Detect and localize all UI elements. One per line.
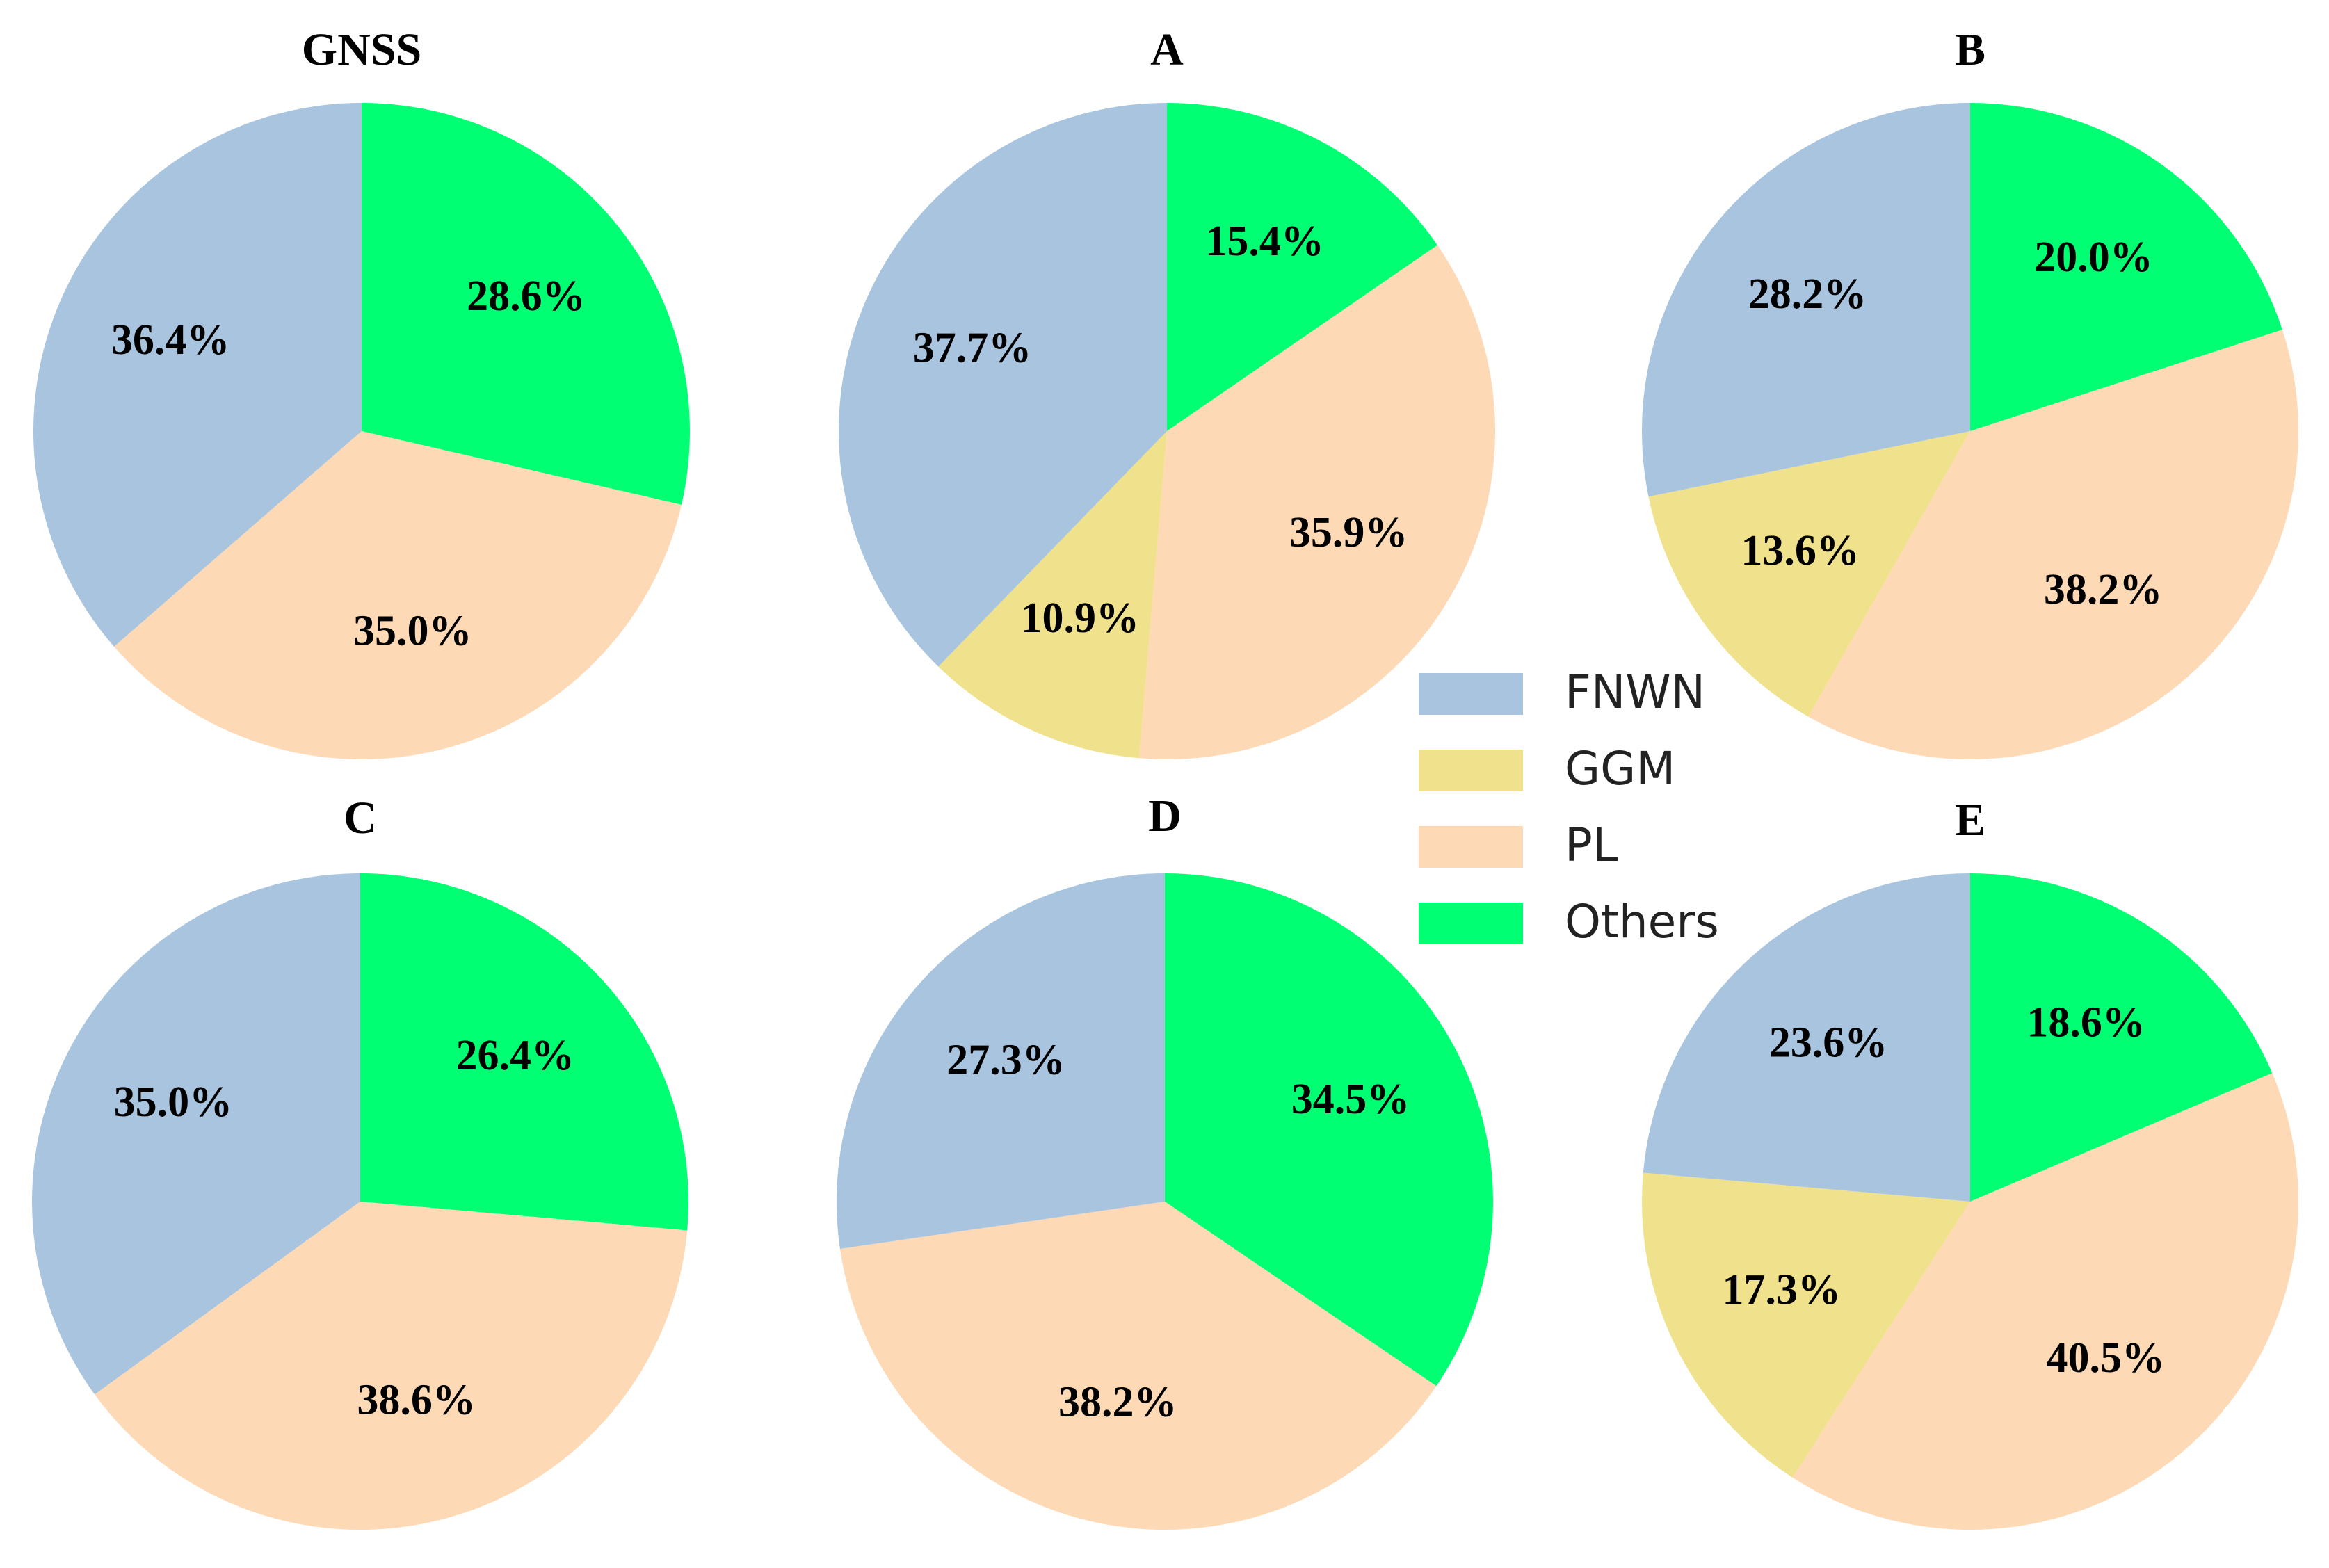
slice-a-pl <box>1138 245 1496 759</box>
slice-label-a-pl: 35.9% <box>1289 509 1408 556</box>
slice-label-e-fnwn: 23.6% <box>1769 1019 1888 1066</box>
slice-label-b-ggm: 13.6% <box>1741 527 1860 574</box>
slice-e-fnwn <box>1643 873 1970 1202</box>
legend-label-ggm: GGM <box>1565 742 1675 795</box>
pie-a: 15.4% 35.9% 10.9% 37.7% A <box>838 24 1496 759</box>
slice-label-b-fnwn: 28.2% <box>1748 270 1867 318</box>
slice-label-gnss-pl: 35.0% <box>353 607 472 654</box>
legend-swatch-others <box>1419 903 1523 944</box>
pie-title-e: E <box>1955 795 1985 846</box>
pie-d: 34.5% 38.2% 27.3% D <box>837 791 1494 1530</box>
pie-title-c: C <box>344 793 377 843</box>
slice-b-fnwn <box>1641 103 1970 497</box>
pie-gnss: 28.6% 35.0% 36.4% GNSS <box>33 24 690 759</box>
slice-b-others <box>1970 103 2282 431</box>
slice-label-c-others: 26.4% <box>456 1032 575 1079</box>
slice-label-c-fnwn: 35.0% <box>114 1078 233 1126</box>
legend-swatch-pl <box>1419 826 1523 868</box>
slice-label-e-pl: 40.5% <box>2046 1334 2165 1382</box>
slice-label-e-others: 18.6% <box>2026 999 2145 1046</box>
slice-b-pl <box>1808 330 2298 759</box>
slice-label-d-fnwn: 27.3% <box>946 1037 1065 1084</box>
slice-d-others <box>1165 873 1494 1387</box>
slice-a-ggm <box>938 431 1167 759</box>
slice-gnss-pl <box>113 431 682 759</box>
slice-label-c-pl: 38.6% <box>357 1376 476 1423</box>
legend-label-pl: PL <box>1565 818 1618 872</box>
pie-b: 20.0% 38.2% 13.6% 28.2% B <box>1641 24 2298 759</box>
slice-gnss-fnwn <box>33 103 362 647</box>
slice-label-gnss-others: 28.6% <box>467 273 586 320</box>
pie-c: 26.4% 38.6% 35.0% C <box>31 793 688 1530</box>
pie-e: 18.6% 40.5% 17.3% 23.6% E <box>1642 795 2298 1530</box>
slice-label-d-others: 34.5% <box>1291 1076 1410 1123</box>
legend-label-fnwn: FNWN <box>1565 665 1705 719</box>
legend-swatch-fnwn <box>1419 673 1523 715</box>
slice-d-pl <box>839 1202 1437 1530</box>
slice-label-a-others: 15.4% <box>1205 218 1324 265</box>
slice-label-b-pl: 38.2% <box>2044 566 2163 613</box>
slice-c-fnwn <box>31 873 360 1395</box>
slice-a-others <box>1167 103 1437 431</box>
slice-d-fnwn <box>837 873 1165 1249</box>
slice-a-fnwn <box>838 103 1167 667</box>
pie-title-gnss: GNSS <box>302 24 421 75</box>
slice-label-gnss-fnwn: 36.4% <box>111 316 230 364</box>
pie-title-a: A <box>1150 24 1184 75</box>
slice-e-others <box>1970 873 2273 1202</box>
slice-label-d-pl: 38.2% <box>1058 1379 1177 1426</box>
slice-label-b-others: 20.0% <box>2034 234 2153 281</box>
pie-title-d: D <box>1148 791 1182 841</box>
slice-e-pl <box>1792 1073 2298 1530</box>
slice-c-others <box>360 873 688 1231</box>
slice-e-ggm <box>1642 1172 1970 1478</box>
slice-label-e-ggm: 17.3% <box>1722 1266 1841 1314</box>
legend-swatch-ggm <box>1419 750 1523 791</box>
legend: FNWN GGM PL Others <box>1419 665 1719 948</box>
slice-label-a-fnwn: 37.7% <box>913 325 1032 372</box>
slice-c-pl <box>95 1202 688 1530</box>
slice-gnss-others <box>362 103 690 505</box>
slice-b-ggm <box>1648 431 1970 717</box>
slice-label-a-ggm: 10.9% <box>1020 595 1139 642</box>
pie-title-b: B <box>1955 24 1985 75</box>
legend-label-others: Others <box>1565 895 1719 948</box>
